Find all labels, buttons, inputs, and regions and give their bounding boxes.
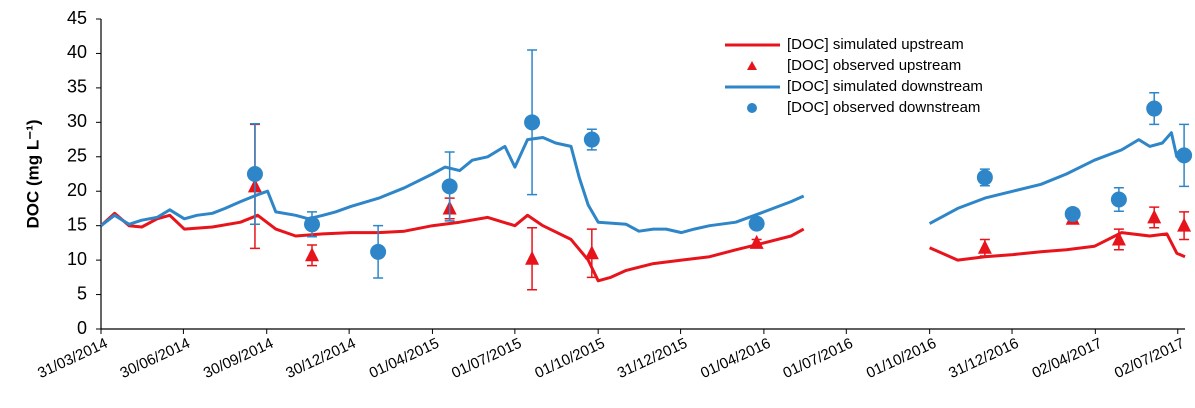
circle-marker <box>976 169 993 186</box>
triangle-marker <box>1147 209 1162 224</box>
series-line <box>100 131 1186 235</box>
legend-marker <box>747 103 757 113</box>
triangle-marker <box>525 250 540 265</box>
circle-marker <box>1176 147 1193 164</box>
x-tick-label: 01/04/2016 <box>698 335 773 382</box>
legend-label: [DOC] observed upstream <box>787 57 961 74</box>
x-tick-label: 30/06/2014 <box>118 335 193 382</box>
x-tick-label: 31/03/2014 <box>35 335 110 382</box>
x-tick-label: 01/04/2015 <box>367 335 442 382</box>
triangle-marker <box>1177 217 1192 232</box>
legend-label: [DOC] simulated upstream <box>787 36 964 53</box>
y-tick-label: 5 <box>77 283 87 303</box>
circle-marker <box>246 166 263 182</box>
y-tick-label: 30 <box>67 111 87 131</box>
circle-marker <box>524 114 541 131</box>
triangle-marker <box>305 247 320 262</box>
x-tick-label: 30/12/2014 <box>283 335 358 382</box>
triangle-marker <box>749 234 764 249</box>
circle-marker <box>748 215 765 232</box>
x-tick-label: 01/10/2016 <box>864 335 939 382</box>
y-axis-label: DOC (mg L⁻¹) <box>23 119 42 228</box>
x-tick-label: 31/12/2015 <box>615 335 690 382</box>
x-tick-label: 02/07/2017 <box>1112 335 1187 382</box>
circle-marker <box>304 216 321 233</box>
triangle-marker <box>977 239 992 254</box>
circle-marker <box>1064 205 1081 222</box>
circle-marker <box>370 243 387 260</box>
y-tick-label: 40 <box>67 42 87 62</box>
series-line <box>99 211 1186 283</box>
y-tick-label: 15 <box>67 214 87 234</box>
y-tick-label: 10 <box>67 249 87 269</box>
x-tick-label: 30/09/2014 <box>201 335 276 382</box>
x-tick-label: 31/12/2016 <box>946 335 1021 382</box>
y-tick-label: 20 <box>67 180 87 200</box>
circle-marker <box>441 178 458 195</box>
circle-marker <box>1146 100 1163 117</box>
y-tick-label: 0 <box>77 318 87 338</box>
y-tick-label: 35 <box>67 77 87 97</box>
y-tick-label: 45 <box>67 8 87 28</box>
circle-marker <box>1110 191 1127 208</box>
x-tick-label: 01/07/2015 <box>449 335 524 382</box>
circle-marker <box>583 131 600 148</box>
triangle-marker <box>584 245 599 260</box>
x-tick-label: 01/10/2015 <box>532 335 607 382</box>
legend-marker <box>747 61 757 70</box>
x-tick-label: 01/07/2016 <box>780 335 855 382</box>
legend-label: [DOC] simulated downstream <box>787 78 983 95</box>
triangle-marker <box>1111 231 1126 246</box>
y-tick-label: 25 <box>67 146 87 166</box>
x-tick-label: 02/04/2017 <box>1029 335 1104 382</box>
legend-label: [DOC] observed downstream <box>787 99 980 116</box>
